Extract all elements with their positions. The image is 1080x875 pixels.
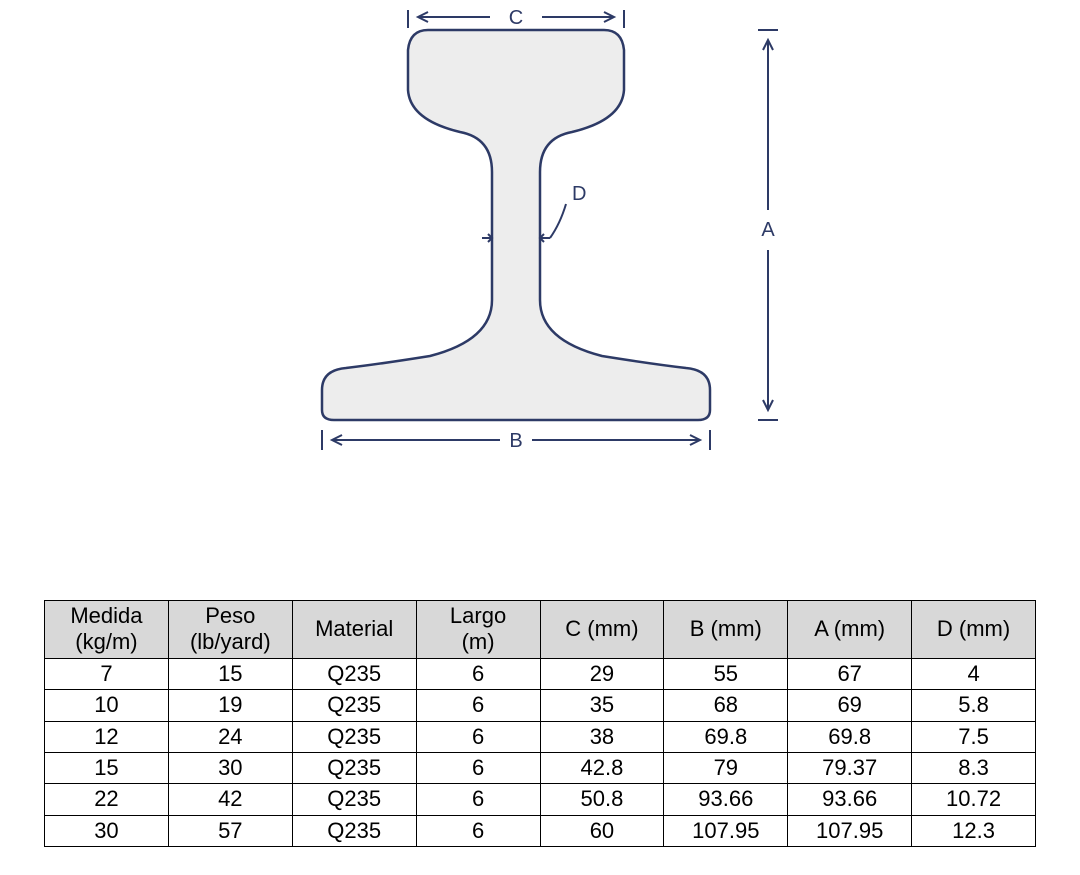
table-cell: 50.8 [540,784,664,815]
rail-svg: C A B D [260,0,820,460]
table-cell: 30 [45,815,169,846]
table-cell: 79 [664,752,788,783]
label-b: B [509,430,522,452]
col-material: Material [292,601,416,659]
table-row: 3057Q235660107.95107.9512.3 [45,815,1036,846]
table-cell: 38 [540,721,664,752]
table-cell: 67 [788,658,912,689]
table-cell: 6 [416,721,540,752]
table-cell: 15 [45,752,169,783]
table-cell: 69.8 [788,721,912,752]
table-cell: 10.72 [912,784,1036,815]
table-cell: 60 [540,815,664,846]
label-d: D [572,183,586,205]
table-row: 1530Q235642.87979.378.3 [45,752,1036,783]
table-cell: 42.8 [540,752,664,783]
rail-profile [322,30,710,420]
label-c: C [509,7,523,29]
label-a: A [761,219,775,241]
table-cell: 93.66 [788,784,912,815]
table-cell: 12 [45,721,169,752]
table-cell: 6 [416,658,540,689]
table-header-row: Medida(kg/m) Peso(lb/yard) Material Larg… [45,601,1036,659]
table-cell: 12.3 [912,815,1036,846]
col-c: C (mm) [540,601,664,659]
table-cell: 79.37 [788,752,912,783]
table-cell: Q235 [292,658,416,689]
table-row: 1224Q23563869.869.87.5 [45,721,1036,752]
table-row: 2242Q235650.893.6693.6610.72 [45,784,1036,815]
col-a: A (mm) [788,601,912,659]
table-cell: 69 [788,690,912,721]
table-cell: 93.66 [664,784,788,815]
table-cell: 57 [168,815,292,846]
table-cell: 107.95 [788,815,912,846]
table-cell: 8.3 [912,752,1036,783]
table-body: 715Q235629556741019Q23563568695.81224Q23… [45,658,1036,846]
col-peso: Peso(lb/yard) [168,601,292,659]
table-cell: 6 [416,752,540,783]
table-cell: 55 [664,658,788,689]
table-cell: 24 [168,721,292,752]
table-cell: 68 [664,690,788,721]
table-cell: 4 [912,658,1036,689]
table-cell: Q235 [292,721,416,752]
table-cell: Q235 [292,784,416,815]
table-cell: 10 [45,690,169,721]
table-cell: 7.5 [912,721,1036,752]
table-cell: 35 [540,690,664,721]
table-cell: 6 [416,784,540,815]
table-cell: 22 [45,784,169,815]
col-b: B (mm) [664,601,788,659]
table-cell: 69.8 [664,721,788,752]
table-cell: 15 [168,658,292,689]
table-cell: 6 [416,815,540,846]
table-cell: 29 [540,658,664,689]
table-cell: 30 [168,752,292,783]
rail-spec-table: Medida(kg/m) Peso(lb/yard) Material Larg… [44,600,1036,847]
table-row: 715Q23562955674 [45,658,1036,689]
rail-spec-table-wrap: Medida(kg/m) Peso(lb/yard) Material Larg… [44,600,1036,847]
table-cell: Q235 [292,752,416,783]
table-cell: 5.8 [912,690,1036,721]
table-cell: 6 [416,690,540,721]
col-medida: Medida(kg/m) [45,601,169,659]
col-d: D (mm) [912,601,1036,659]
table-cell: Q235 [292,690,416,721]
table-cell: 42 [168,784,292,815]
table-cell: 7 [45,658,169,689]
table-cell: 107.95 [664,815,788,846]
col-largo: Largo(m) [416,601,540,659]
table-cell: Q235 [292,815,416,846]
rail-cross-section-diagram: C A B D [0,0,1080,460]
table-row: 1019Q23563568695.8 [45,690,1036,721]
table-cell: 19 [168,690,292,721]
